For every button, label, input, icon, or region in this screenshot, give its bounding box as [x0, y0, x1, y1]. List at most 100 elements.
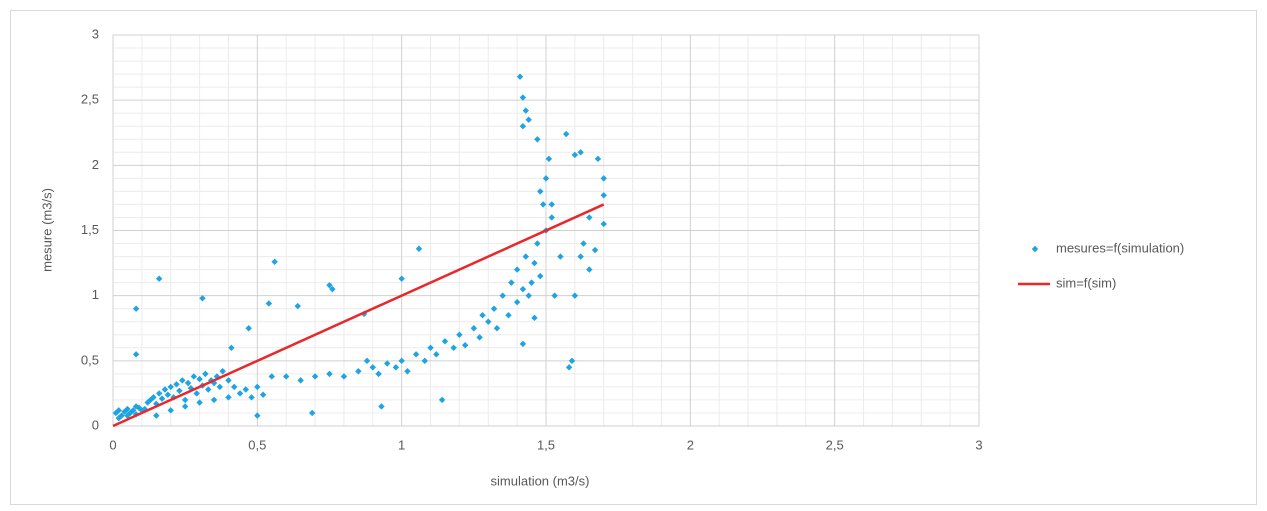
data-line: [112, 203, 605, 428]
data-point: [155, 275, 163, 282]
data-point: [577, 149, 584, 156]
data-point: [537, 272, 544, 280]
data-point: [363, 357, 371, 365]
data-point: [522, 107, 529, 114]
y-tick-label: 0,5: [81, 352, 99, 367]
data-point: [499, 292, 506, 299]
data-point: [294, 302, 301, 310]
data-point: [384, 360, 391, 367]
data-point: [571, 151, 579, 159]
data-point: [173, 381, 180, 388]
data-point: [205, 386, 212, 393]
data-point: [398, 357, 405, 365]
data-point: [525, 292, 532, 299]
data-point: [340, 373, 348, 380]
data-point: [433, 351, 440, 358]
data-point: [591, 246, 599, 254]
x-axis-title: simulation (m3/s): [491, 473, 590, 488]
data-point: [132, 305, 140, 312]
data-point: [308, 409, 316, 417]
y-tick-label: 2: [92, 157, 99, 172]
data-point: [179, 377, 186, 384]
data-point: [476, 334, 483, 341]
data-point: [571, 292, 579, 299]
data-point: [548, 214, 555, 221]
data-point: [580, 240, 587, 247]
data-point: [242, 386, 249, 393]
data-point: [124, 412, 131, 419]
data-point: [254, 383, 261, 391]
data-point: [531, 259, 538, 267]
data-point: [600, 192, 607, 199]
data-point: [132, 351, 140, 358]
data-point: [153, 412, 160, 419]
data-point: [493, 325, 501, 332]
data-point: [557, 253, 564, 260]
x-tick-label: 0: [109, 437, 116, 452]
data-point: [199, 295, 206, 302]
data-point: [167, 407, 174, 414]
data-point: [265, 300, 273, 307]
data-point: [392, 364, 400, 371]
data-point: [519, 123, 527, 130]
y-tick-label: 3: [92, 26, 99, 41]
data-point: [513, 266, 521, 273]
data-point: [369, 364, 376, 371]
data-point: [248, 394, 255, 401]
data-point: [539, 201, 547, 208]
y-tick-label: 0: [92, 417, 99, 432]
data-point: [404, 368, 411, 375]
data-point: [519, 94, 527, 101]
data-point: [421, 357, 428, 365]
data-point: [522, 253, 529, 260]
data-point: [164, 391, 172, 398]
data-point: [155, 390, 163, 397]
data-point: [326, 282, 333, 289]
data-point: [479, 312, 486, 319]
data-point: [181, 396, 189, 404]
y-tick-label: 2,5: [81, 92, 99, 107]
data-point: [236, 390, 244, 397]
data-point: [225, 394, 232, 401]
data-point: [537, 188, 544, 195]
x-tick-label: 2,5: [826, 437, 844, 452]
data-point: [542, 175, 550, 182]
data-point: [519, 285, 527, 293]
data-point: [254, 412, 261, 419]
data-point: [311, 373, 319, 380]
data-point: [513, 298, 521, 306]
x-tick-label: 1,5: [537, 437, 555, 452]
legend-label: mesures=f(simulation): [1056, 240, 1184, 255]
data-point: [329, 285, 336, 293]
data-point: [450, 344, 457, 351]
data-point: [563, 130, 570, 138]
x-tick-label: 1: [398, 437, 405, 452]
data-point: [184, 379, 192, 387]
data-point: [150, 394, 157, 401]
data-point: [202, 370, 209, 378]
data-point: [438, 396, 446, 404]
data-point: [216, 383, 224, 391]
data-point: [124, 405, 131, 413]
data-point: [245, 325, 252, 332]
legend-label: sim=f(sim): [1056, 275, 1116, 290]
data-point: [375, 370, 382, 378]
data-point: [231, 383, 238, 391]
data-point: [586, 266, 593, 273]
data-point: [196, 375, 203, 383]
x-tick-label: 2: [687, 437, 694, 452]
data-point: [586, 214, 593, 221]
data-point: [378, 403, 385, 410]
data-point: [210, 396, 218, 404]
data-point: [485, 318, 492, 325]
data-point: [193, 390, 200, 397]
data-point: [115, 407, 122, 414]
data-point: [470, 325, 478, 332]
data-point: [158, 395, 166, 402]
data-point: [516, 73, 524, 80]
data-point: [525, 116, 532, 123]
data-point: [548, 201, 555, 208]
x-tick-label: 3: [975, 437, 982, 452]
data-point: [531, 314, 538, 322]
